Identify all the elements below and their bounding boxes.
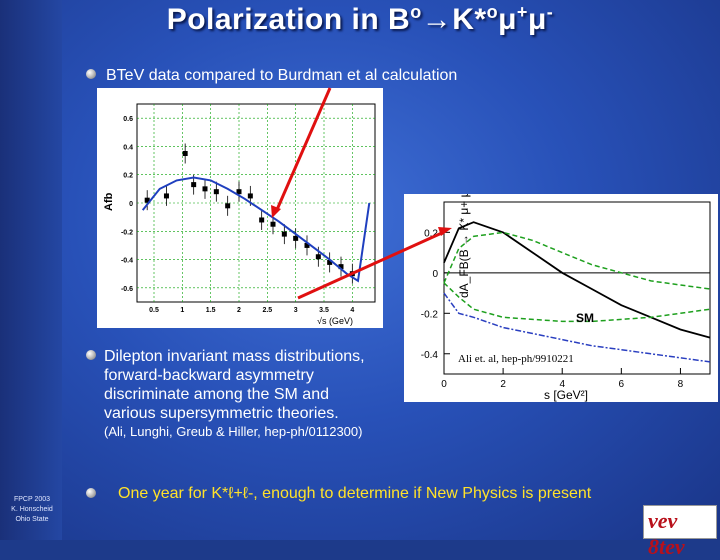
slide-title: Polarization in Bo→K*oμ+μ- [166,2,554,36]
left-xtick-label: 2 [237,307,241,314]
right-ytick-label: 0.2 [424,228,438,239]
data-point [144,197,150,203]
right-ylabel: dA_FB(B → K* μ+ μ-)/ds [457,194,471,298]
afb-plot: 0.60.40.20-0.2-0.4-0.6 0.5 1 1.5 2 2.5 3 3.5 4 … [103,103,376,326]
left-ytick-label: -0.2 [121,229,133,236]
data-point [281,231,287,237]
data-point [225,203,231,209]
left-xlabel: √s (GeV) [317,316,353,326]
data-point [191,182,197,188]
sm-label: SM [576,311,594,325]
data-point [304,242,310,248]
right-xtick-label: 8 [678,379,684,390]
left-ylabel: Afb [103,192,115,211]
right-xlabel: s [GeV²] [544,388,588,402]
left-xtick-label: 3 [294,307,298,314]
left-ytick-label: 0 [129,201,133,208]
right-xtick-label: 2 [500,379,506,390]
dafb-plot-panel: 0.2 0 -0.2 -0.4 0 2 4 6 8 dA_FB(B → K* μ+ μ-)/d… [404,166,718,402]
left-ytick-label: -0.6 [121,286,133,293]
right-xtick-label: 0 [441,379,447,390]
series-line [443,282,711,323]
right-ytick-label: -0.2 [421,309,439,320]
left-xtick-label: 1.5 [206,307,216,314]
left-xtick-label: 3.5 [319,307,329,314]
left-xtick-label: 4 [350,307,354,314]
bullet-icon [86,69,96,79]
red-arrows [271,87,452,300]
ali-reference: Ali et. al, hep-ph/9910221 [458,353,574,365]
bullet-1-text: BTeV data compared to Burdman et al calc… [106,67,458,84]
bullet-2-text: Dilepton invariant mass distributions, f… [104,348,365,422]
red-arrow-1 [274,87,332,213]
data-point [182,151,188,156]
left-ytick-label: 0.6 [123,116,133,123]
right-ytick-label: -0.4 [421,350,439,361]
bullet-icon [86,488,96,498]
afb-plot-panel: 0.6 0.4 0.2 0 -0.2 -0.4 -0.6 0.5 1 1.5 2 2.5 3 3.5 4 … [97,88,383,328]
data-point [163,193,169,199]
bullet-3-text: One year for K*ℓ+ℓ-, enough to determine… [118,485,592,502]
left-ytick-label: -0.4 [121,258,133,265]
left-xtick-label: 0.5 [149,307,159,314]
left-ytick-label: 0.4 [123,144,133,151]
series-line [443,231,711,290]
left-ytick-label: 0.2 [123,173,133,180]
data-point [213,189,219,195]
bullet-icon [86,350,96,360]
data-point [338,264,344,270]
btev-logo: vev 8tev [643,505,717,559]
data-point [259,217,265,223]
data-point [327,259,333,265]
right-xtick-label: 4 [559,379,565,390]
data-point [270,221,276,227]
right-ytick-label: 0 [432,269,438,280]
data-point [236,189,242,195]
series-line [443,221,711,339]
bullet-2-reference: (Ali, Lunghi, Greub & Hiller, hep-ph/011… [104,424,363,439]
dafb-plot: 0.2 0 -0.2 -0.4 0 2 4 6 8 dA_FB(B → K* μ+ μ-)/d… [421,166,711,402]
left-xtick-label: 1 [180,307,184,314]
footer-credit: FPCP 2003 K. Honscheid Ohio State [11,496,53,523]
red-arrow-2 [297,230,445,300]
data-point [247,193,253,199]
left-strip [0,0,62,540]
right-xtick-label: 6 [619,379,625,390]
data-point [315,254,321,260]
data-point [293,235,299,241]
left-xtick-label: 2.5 [262,307,272,314]
data-point [202,186,208,192]
series-line [443,292,711,363]
